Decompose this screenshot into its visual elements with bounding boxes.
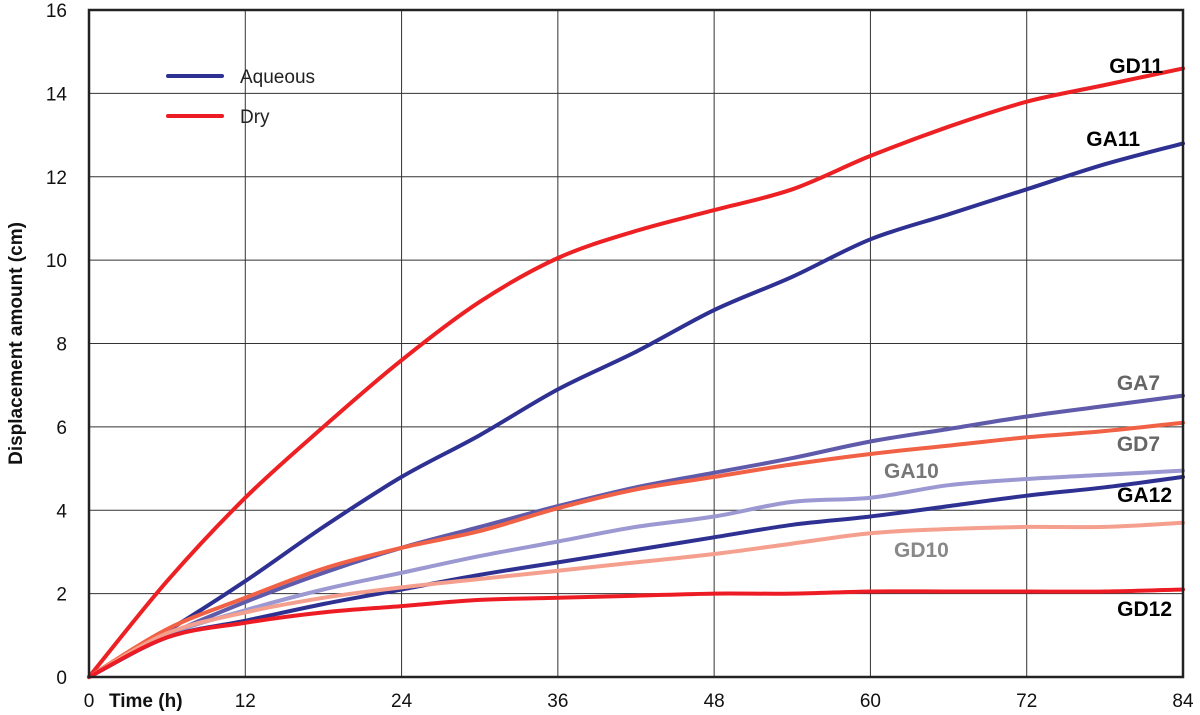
legend: Aqueous Dry — [166, 67, 315, 128]
y-tick-label: 16 — [46, 1, 67, 22]
series-label-ga11: GA11 — [1086, 128, 1140, 151]
series-line-gd12 — [87, 587, 1185, 679]
y-tick-label: 6 — [56, 418, 67, 439]
series-label-ga12: GA12 — [1117, 484, 1172, 507]
y-tick-label: 14 — [46, 84, 68, 105]
series-line-ga10 — [87, 468, 1185, 679]
x-tick-label: 12 — [235, 691, 256, 712]
plot-frame — [87, 8, 1185, 679]
series-line-gd11 — [87, 66, 1185, 679]
series-line-gd10 — [87, 520, 1185, 679]
series-label-ga7: GA7 — [1117, 372, 1160, 395]
x-tick-label: 24 — [391, 691, 413, 712]
grid-lines — [89, 10, 1183, 677]
y-axis-label: Displacement amount (cm) — [6, 222, 27, 465]
y-tick-label: 10 — [46, 251, 67, 272]
legend-label-dry: Dry — [240, 107, 270, 128]
series-line-ga11 — [87, 141, 1185, 679]
x-tick-label: 0 — [84, 691, 95, 712]
x-tick-label: 84 — [1172, 691, 1194, 712]
series-label-gd7: GD7 — [1117, 433, 1160, 456]
series-labels: GD11 GA11 GA7 GD7 GA10 GA12 GD10 GD12 — [884, 55, 1172, 621]
x-axis-label: Time (h) — [109, 691, 183, 712]
series-label-gd12: GD12 — [1117, 598, 1172, 621]
series-label-ga10: GA10 — [884, 460, 939, 483]
series-label-gd10: GD10 — [894, 539, 949, 562]
series-line-gd7 — [87, 420, 1185, 679]
x-tick-label: 72 — [1016, 691, 1037, 712]
series-line-ga12 — [87, 474, 1185, 679]
y-tick-label: 12 — [46, 168, 67, 189]
y-tick-label: 8 — [56, 335, 67, 356]
y-tick-label: 0 — [56, 668, 67, 689]
x-tick-label: 48 — [704, 691, 725, 712]
x-tick-label: 36 — [547, 691, 568, 712]
y-tick-label: 2 — [56, 585, 67, 606]
series-label-gd11: GD11 — [1109, 55, 1163, 78]
y-tick-label: 4 — [56, 501, 67, 522]
x-tick-label: 60 — [860, 691, 881, 712]
legend-label-aqueous: Aqueous — [240, 67, 315, 88]
series-lines — [87, 66, 1185, 679]
